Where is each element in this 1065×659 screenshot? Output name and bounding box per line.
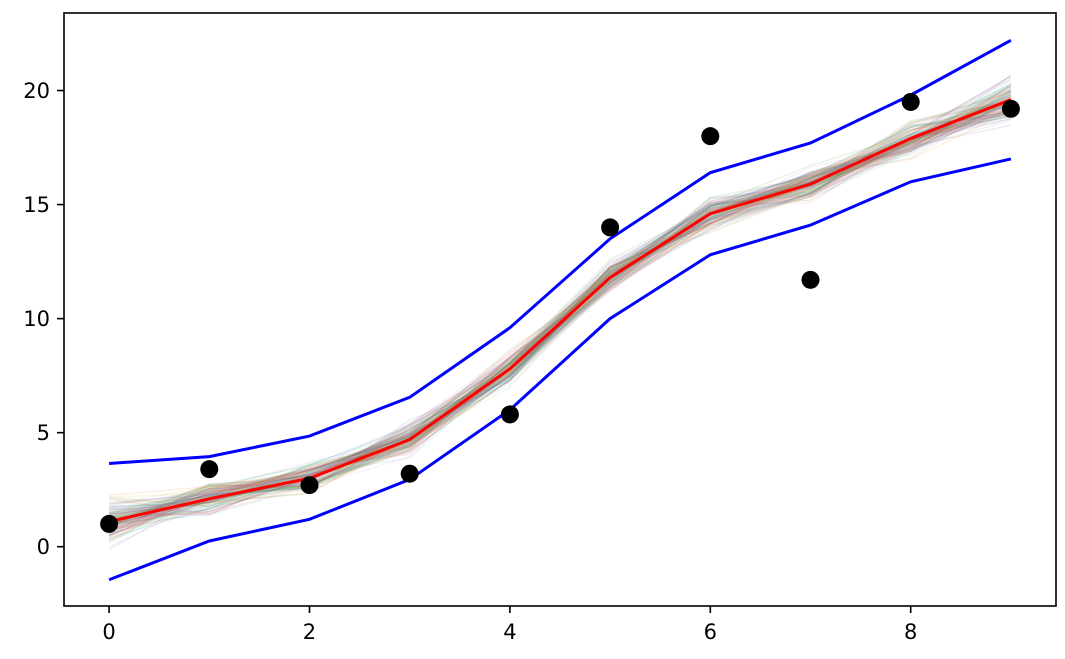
sample-line xyxy=(108,93,1012,516)
x-tick-label: 8 xyxy=(904,620,917,644)
sample-line xyxy=(109,92,1012,508)
y-tick-label: 5 xyxy=(37,421,50,445)
sample-line xyxy=(109,90,1012,525)
x-tick-label: 2 xyxy=(303,620,316,644)
sample-line xyxy=(108,111,1012,527)
posterior-sample-lines xyxy=(108,74,1012,551)
sample-line xyxy=(109,114,1012,498)
sample-line xyxy=(109,109,1012,522)
sample-line xyxy=(108,115,1012,524)
sample-line xyxy=(108,100,1012,523)
sample-line xyxy=(108,107,1012,542)
sample-line xyxy=(108,114,1011,527)
data-point xyxy=(901,92,920,111)
sample-line xyxy=(108,99,1012,527)
x-tick-label: 6 xyxy=(704,620,717,644)
sample-line xyxy=(108,94,1012,527)
sample-line xyxy=(108,94,1012,528)
sample-line xyxy=(108,95,1012,530)
y-tick-label: 0 xyxy=(37,535,50,559)
sample-line xyxy=(108,109,1012,529)
series-layer xyxy=(108,39,1012,582)
data-point xyxy=(500,405,519,424)
data-point xyxy=(1001,99,1020,118)
y-tick-label: 15 xyxy=(23,193,50,217)
sample-line xyxy=(108,100,1012,517)
data-point xyxy=(300,476,319,495)
x-tick-label: 0 xyxy=(102,620,115,644)
sample-line xyxy=(108,91,1012,512)
sample-line xyxy=(108,118,1012,518)
sample-line xyxy=(109,83,1012,518)
sample-line xyxy=(109,107,1012,503)
y-tick-label: 10 xyxy=(23,307,50,331)
sample-line xyxy=(108,112,1012,531)
sample-line xyxy=(108,105,1012,519)
sample-line xyxy=(108,105,1012,537)
sample-line xyxy=(108,114,1012,526)
sample-line xyxy=(108,94,1012,539)
sample-line xyxy=(108,109,1012,519)
sample-line xyxy=(108,109,1012,514)
sample-line xyxy=(108,97,1012,526)
sample-line xyxy=(108,74,1012,520)
sample-line xyxy=(108,89,1012,522)
sample-line xyxy=(108,89,1012,522)
x-tick-label: 4 xyxy=(503,620,516,644)
sample-line xyxy=(108,99,1012,532)
sample-line xyxy=(108,98,1012,540)
upper-band-line xyxy=(108,39,1012,465)
sample-line xyxy=(108,90,1012,532)
data-point xyxy=(400,464,419,483)
observed-points xyxy=(100,92,1020,533)
sample-line xyxy=(109,110,1012,505)
sample-line xyxy=(109,96,1012,496)
y-tick-label: 20 xyxy=(23,79,50,103)
sample-line xyxy=(108,97,1012,537)
sample-line xyxy=(109,111,1012,505)
data-point xyxy=(801,270,820,289)
sample-line xyxy=(109,91,1012,508)
mean-line xyxy=(108,98,1012,524)
y-axis: 0 5 10 15 20 xyxy=(23,79,64,559)
lower-band-line xyxy=(108,157,1012,582)
data-point xyxy=(100,514,119,533)
sample-line xyxy=(109,83,1012,509)
sample-line xyxy=(108,107,1012,537)
data-point xyxy=(200,460,219,479)
plot-frame xyxy=(63,12,1057,607)
sample-line xyxy=(108,75,1012,536)
sample-line xyxy=(108,110,1012,524)
sample-line xyxy=(108,84,1012,520)
sample-line xyxy=(109,101,1012,507)
sample-line xyxy=(108,97,1012,524)
sample-line xyxy=(108,104,1012,535)
sample-line xyxy=(108,89,1012,527)
sample-line xyxy=(108,99,1012,533)
x-axis: 0 2 4 6 8 xyxy=(102,606,917,644)
sample-line xyxy=(108,91,1012,506)
data-point xyxy=(701,127,720,146)
sample-line xyxy=(108,75,1012,536)
data-point xyxy=(601,218,620,237)
sample-line xyxy=(108,98,1012,531)
